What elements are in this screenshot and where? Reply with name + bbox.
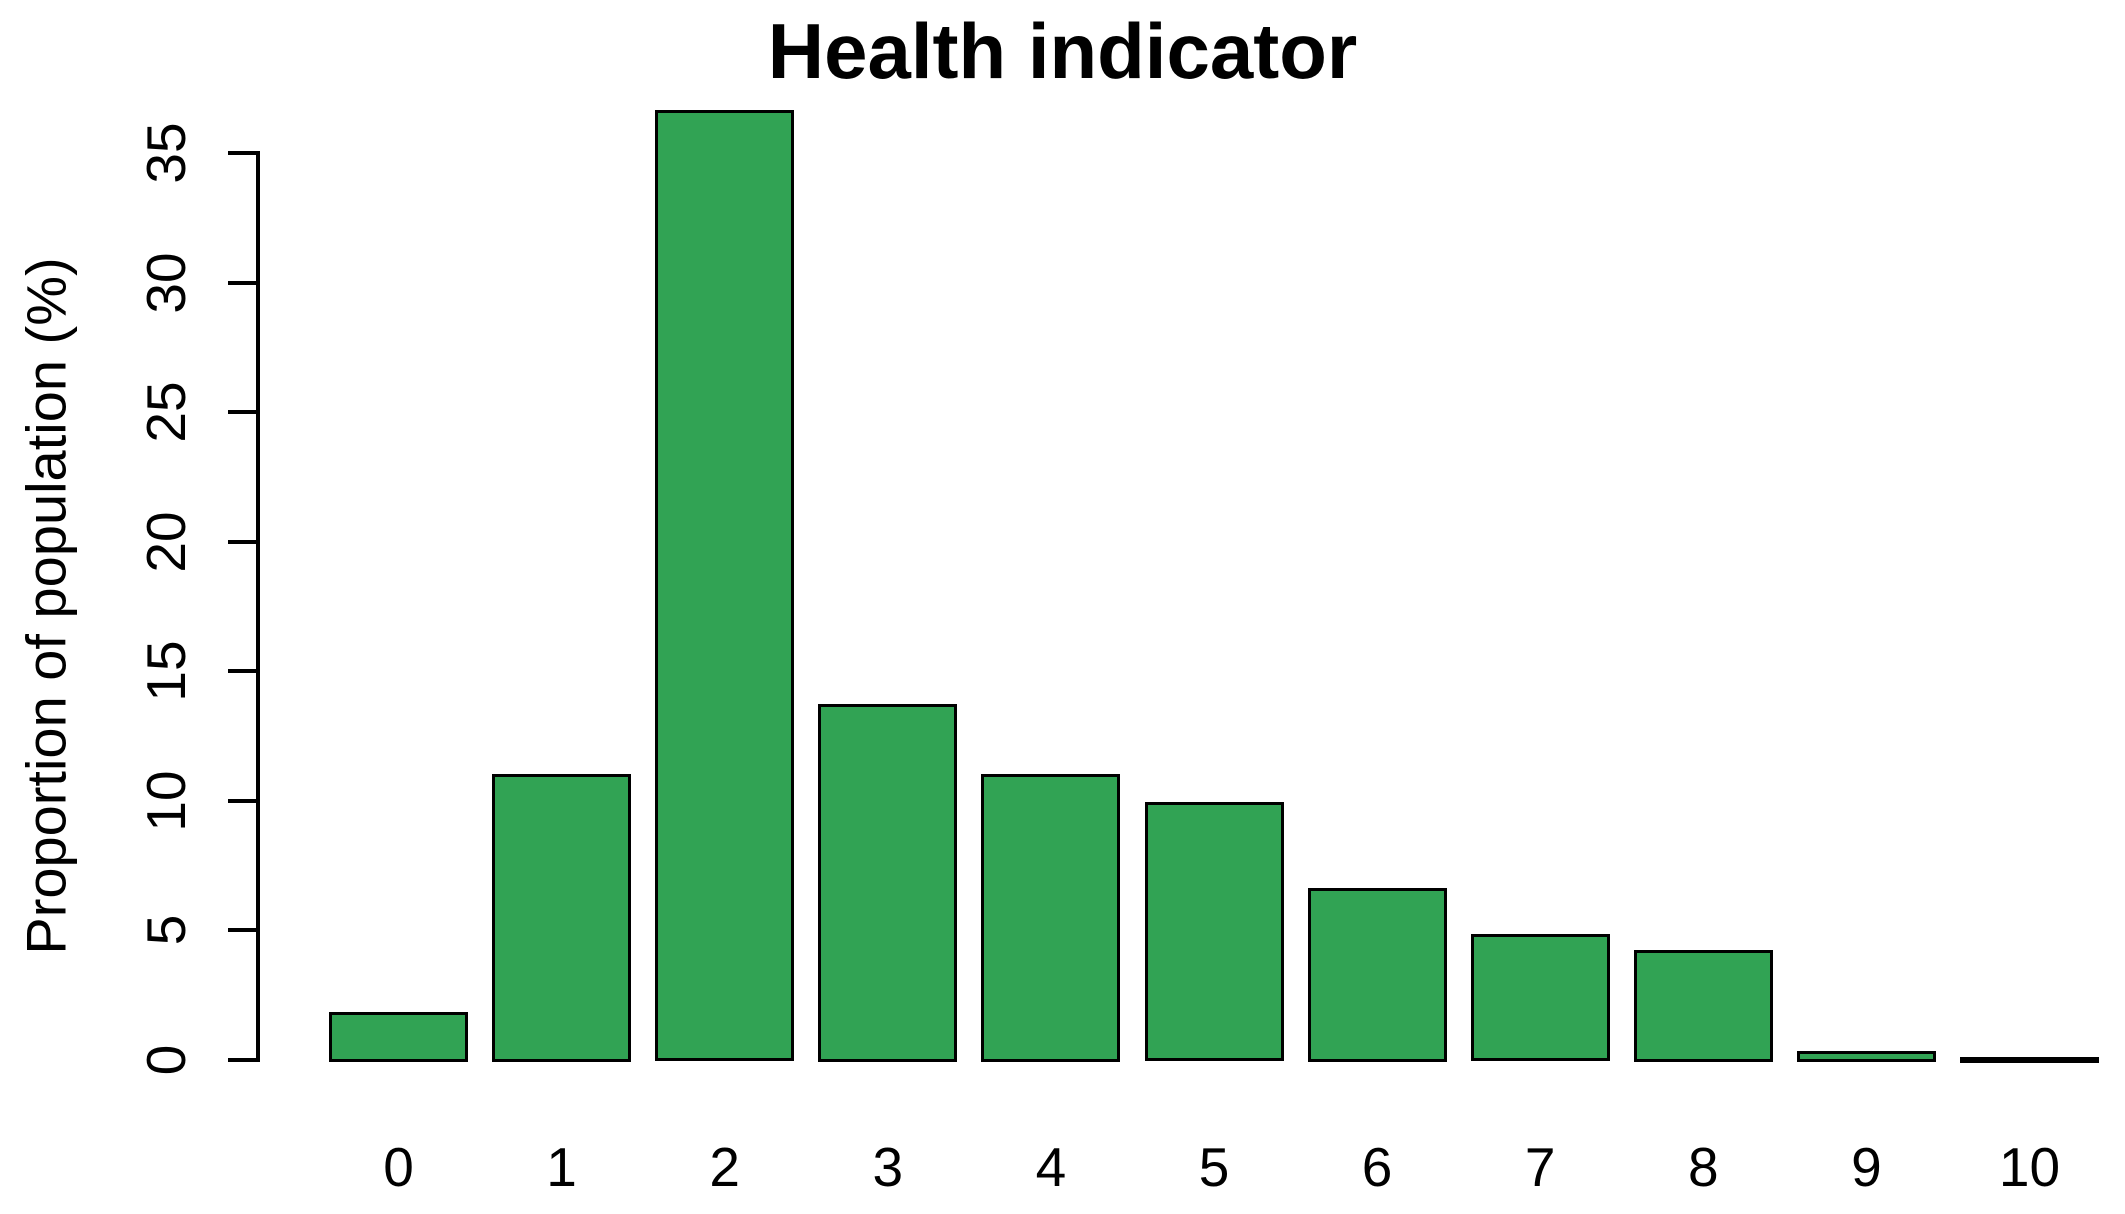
chart-title: Health indicator [767,7,1358,95]
bar [981,774,1120,1062]
y-tick-mark [228,410,258,415]
x-tick-label: 4 [1035,1136,1067,1198]
x-tick-label: 3 [872,1136,904,1198]
y-tick-mark [228,669,258,674]
bar [655,110,794,1061]
bar [329,1012,468,1062]
y-tick-label: 30 [135,252,197,314]
bar [1471,934,1610,1061]
bar [492,774,631,1062]
y-tick-label: 15 [135,640,197,703]
y-axis-line [256,151,260,1062]
bar [1797,1051,1936,1062]
y-tick-mark [228,280,258,285]
y-axis-title: Proportion of population (%) [14,257,78,955]
y-tick-label: 10 [135,770,197,832]
bar [1960,1057,2099,1063]
y-tick-label: 35 [135,122,197,184]
y-tick-mark [228,1058,258,1062]
y-tick-label: 0 [135,1044,197,1076]
bar [1145,802,1284,1061]
bar [1634,950,1773,1062]
x-tick-label: 5 [1198,1136,1230,1198]
x-tick-label: 8 [1688,1136,1719,1198]
x-tick-label: 2 [709,1136,740,1198]
x-tick-label: 9 [1851,1136,1882,1198]
y-tick-mark [228,151,258,156]
x-tick-label: 7 [1524,1136,1556,1198]
bar [818,704,957,1062]
y-tick-label: 20 [135,511,197,573]
y-tick-label: 5 [135,915,197,946]
y-tick-mark [228,539,258,544]
x-tick-label: 6 [1361,1136,1393,1198]
y-tick-mark [228,798,258,803]
x-tick-label: 1 [546,1136,577,1198]
y-tick-mark [228,928,258,933]
x-tick-label: 10 [1998,1136,2061,1198]
y-tick-label: 25 [135,381,197,443]
bar [1308,888,1447,1062]
x-tick-label: 0 [383,1136,414,1198]
